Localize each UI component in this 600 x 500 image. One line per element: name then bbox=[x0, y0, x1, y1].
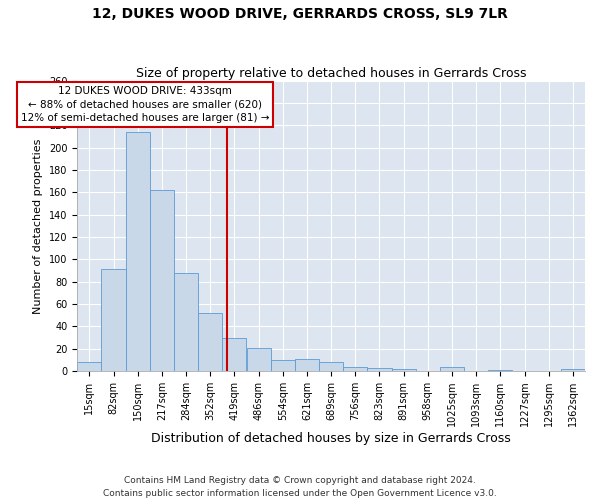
Bar bbox=[343, 366, 367, 371]
Bar bbox=[101, 270, 125, 371]
Bar bbox=[174, 273, 198, 371]
Text: 12, DUKES WOOD DRIVE, GERRARDS CROSS, SL9 7LR: 12, DUKES WOOD DRIVE, GERRARDS CROSS, SL… bbox=[92, 8, 508, 22]
Bar bbox=[198, 313, 223, 371]
Title: Size of property relative to detached houses in Gerrards Cross: Size of property relative to detached ho… bbox=[136, 66, 526, 80]
Bar bbox=[295, 359, 319, 371]
Y-axis label: Number of detached properties: Number of detached properties bbox=[34, 138, 43, 314]
Bar bbox=[488, 370, 512, 371]
Bar bbox=[223, 338, 247, 371]
Bar bbox=[150, 190, 174, 371]
Bar bbox=[440, 366, 464, 371]
Bar bbox=[319, 362, 343, 371]
Bar bbox=[392, 369, 416, 371]
Bar bbox=[561, 369, 585, 371]
Bar bbox=[367, 368, 392, 371]
Text: Contains HM Land Registry data © Crown copyright and database right 2024.
Contai: Contains HM Land Registry data © Crown c… bbox=[103, 476, 497, 498]
Bar bbox=[271, 360, 295, 371]
Text: 12 DUKES WOOD DRIVE: 433sqm
← 88% of detached houses are smaller (620)
12% of se: 12 DUKES WOOD DRIVE: 433sqm ← 88% of det… bbox=[20, 86, 269, 122]
X-axis label: Distribution of detached houses by size in Gerrards Cross: Distribution of detached houses by size … bbox=[151, 432, 511, 445]
Bar bbox=[77, 362, 101, 371]
Bar bbox=[125, 132, 150, 371]
Bar bbox=[247, 348, 271, 371]
